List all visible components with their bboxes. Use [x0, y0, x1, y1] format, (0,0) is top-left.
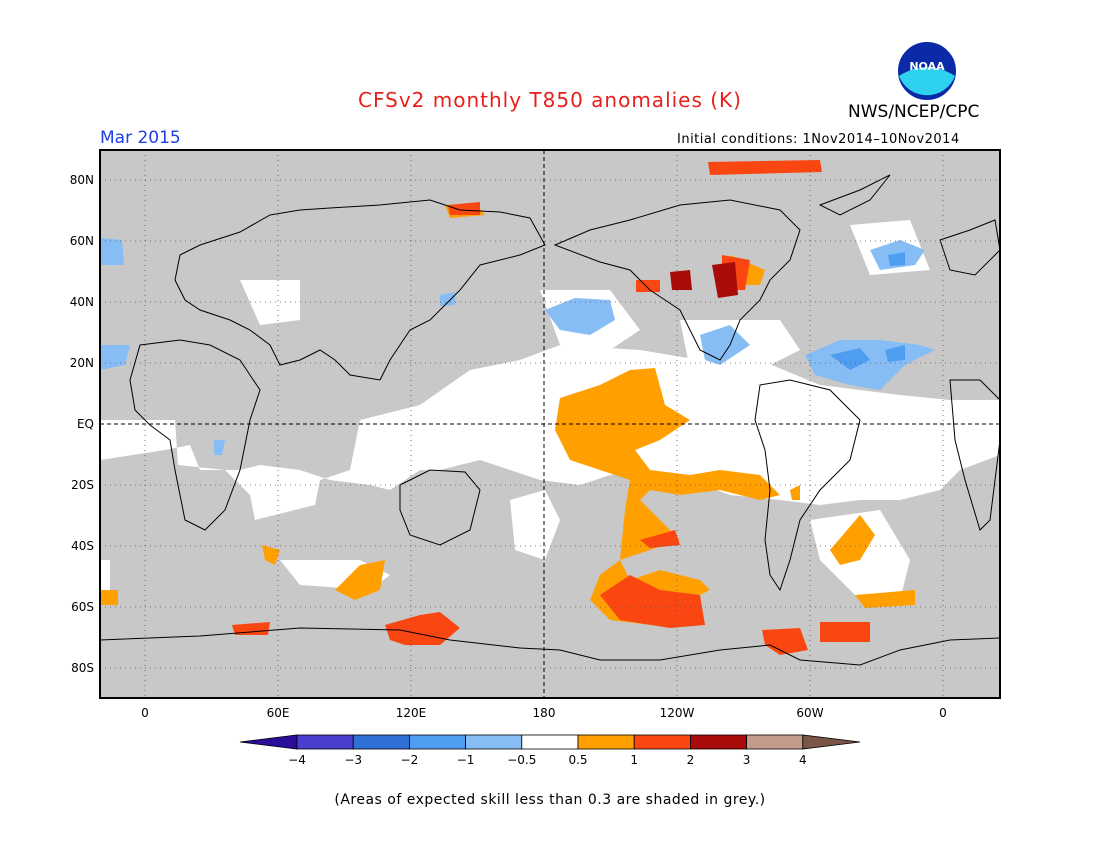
- agency-label: NWS/NCEP/CPC: [848, 102, 980, 122]
- lon-tick: 60E: [267, 706, 290, 720]
- neutral-patch-central-asia: [240, 280, 300, 325]
- forecast-month: Mar 2015: [100, 128, 181, 148]
- colorbar-segment: [296, 734, 354, 750]
- colorbar-label: −1: [457, 753, 475, 767]
- grid-lines: [100, 150, 1000, 698]
- warm-anomalies-darkred: [670, 262, 738, 298]
- australia-coast: [399, 469, 481, 546]
- cold-anomalies: [100, 238, 935, 455]
- logo-text: NOAA: [909, 60, 945, 73]
- s-atlantic-warm-2: [855, 590, 915, 608]
- africa-coast: [129, 339, 261, 531]
- west-edge-cold: [100, 238, 124, 265]
- colorbar-label: 0.5: [568, 753, 587, 767]
- colorbar-segment: [239, 734, 298, 750]
- coastlines: [99, 174, 1001, 666]
- west-edge-cold-2: [100, 345, 130, 370]
- lat-tick: 20N: [70, 356, 94, 370]
- map-panel: [99, 149, 1001, 699]
- colorbar-label: 4: [799, 753, 807, 767]
- colorbar-segment: [746, 734, 804, 750]
- lat-axis: 80N 60N 40N 20N EQ 20S 40S 60S 80S: [70, 173, 94, 675]
- neutral-patch-s-pacific: [510, 490, 560, 560]
- noaa-logo-icon: NOAA: [896, 40, 958, 102]
- lon-tick: 120W: [660, 706, 695, 720]
- indian-ocean-warm: [335, 560, 385, 600]
- s-america-warm-dot: [790, 485, 800, 500]
- tropical-neutral-band: [100, 345, 1000, 520]
- noaa-logo: NOAA: [896, 40, 958, 102]
- lon-tick: 180: [533, 706, 556, 720]
- colorbar-label: 1: [630, 753, 638, 767]
- n-atlantic-cold-core-2: [885, 345, 905, 362]
- canada-warm-core: [712, 262, 738, 298]
- lat-tick: 80S: [71, 661, 94, 675]
- colorbar-label: 2: [687, 753, 695, 767]
- colorbar-label: −4: [288, 753, 306, 767]
- s-pacific-warm-small: [640, 530, 680, 548]
- colorbar-label: −0.5: [507, 753, 536, 767]
- lat-tick: 60S: [71, 600, 94, 614]
- lat-tick: 80N: [70, 173, 94, 187]
- n-america-coast: [553, 199, 801, 361]
- colorbar-segment: [408, 734, 466, 750]
- colorbar-label: −2: [401, 753, 419, 767]
- pacific-warm-tongue: [555, 368, 780, 625]
- arctic-warm: [708, 160, 822, 175]
- greenland-coast: [818, 174, 891, 216]
- lat-tick: 20S: [71, 478, 94, 492]
- antarctica-coast: [99, 627, 1001, 666]
- n-pacific-cold: [545, 298, 615, 335]
- lat-tick: 60N: [70, 234, 94, 248]
- colorbar-segment: [352, 734, 410, 750]
- lon-tick: 120E: [396, 706, 427, 720]
- s-pacific-warm-core: [600, 575, 705, 628]
- map-frame: [99, 149, 1001, 699]
- gulf-cold: [700, 325, 750, 365]
- lat-tick: EQ: [77, 417, 94, 431]
- japan-cold: [440, 292, 455, 306]
- n-pacific-warm-dot: [636, 280, 660, 292]
- initial-conditions: Initial conditions: 1Nov2014–10Nov2014: [677, 132, 960, 147]
- n-atlantic-cold-core: [830, 348, 870, 370]
- eurasia-coast: [174, 199, 546, 381]
- s-africa-warm-dot: [262, 545, 280, 565]
- colorbar-segment: [577, 734, 635, 750]
- alaska-canada-warm-core: [670, 270, 692, 290]
- s-atlantic-warm: [830, 515, 875, 565]
- s-america-coast: [754, 379, 861, 592]
- antarctic-warm-3: [762, 628, 808, 655]
- lat-tick: 40S: [71, 539, 94, 553]
- colorbar-label: 3: [743, 753, 751, 767]
- chart-title: CFSv2 monthly T850 anomalies (K): [358, 88, 742, 112]
- lon-tick: 60W: [796, 706, 823, 720]
- colorbar: [239, 734, 861, 750]
- colorbar-segment: [465, 734, 523, 750]
- siberia-warm-core: [448, 202, 480, 215]
- colorbar-segment: [521, 734, 579, 750]
- lon-axis: 0 60E 120E 180 120W 60W 0: [141, 706, 947, 720]
- africa-east-edge-coast: [949, 379, 1001, 531]
- lon-tick: 0: [141, 706, 149, 720]
- lat-tick: 40N: [70, 295, 94, 309]
- colorbar-segment: [802, 734, 861, 750]
- lon-tick: 0: [939, 706, 947, 720]
- antarctic-warm-1: [385, 612, 460, 645]
- colorbar-labels: −4 −3 −2 −1 −0.5 0.5 1 2 3 4: [288, 753, 806, 767]
- colorbar-segment: [633, 734, 691, 750]
- antarctic-warm-2: [232, 622, 270, 635]
- colorbar-label: −3: [344, 753, 362, 767]
- africa-cold-dot: [214, 440, 225, 455]
- reference-lines: [100, 150, 1000, 698]
- footnote: (Areas of expected skill less than 0.3 a…: [334, 792, 766, 808]
- n-atlantic-cold-core-3: [888, 252, 905, 266]
- antarctic-warm-4: [820, 622, 870, 642]
- warm-anomalies-red: [232, 160, 870, 655]
- cold-anomalies-mid: [830, 252, 905, 370]
- colorbar-segment: [690, 734, 748, 750]
- edge-warm: [100, 590, 118, 605]
